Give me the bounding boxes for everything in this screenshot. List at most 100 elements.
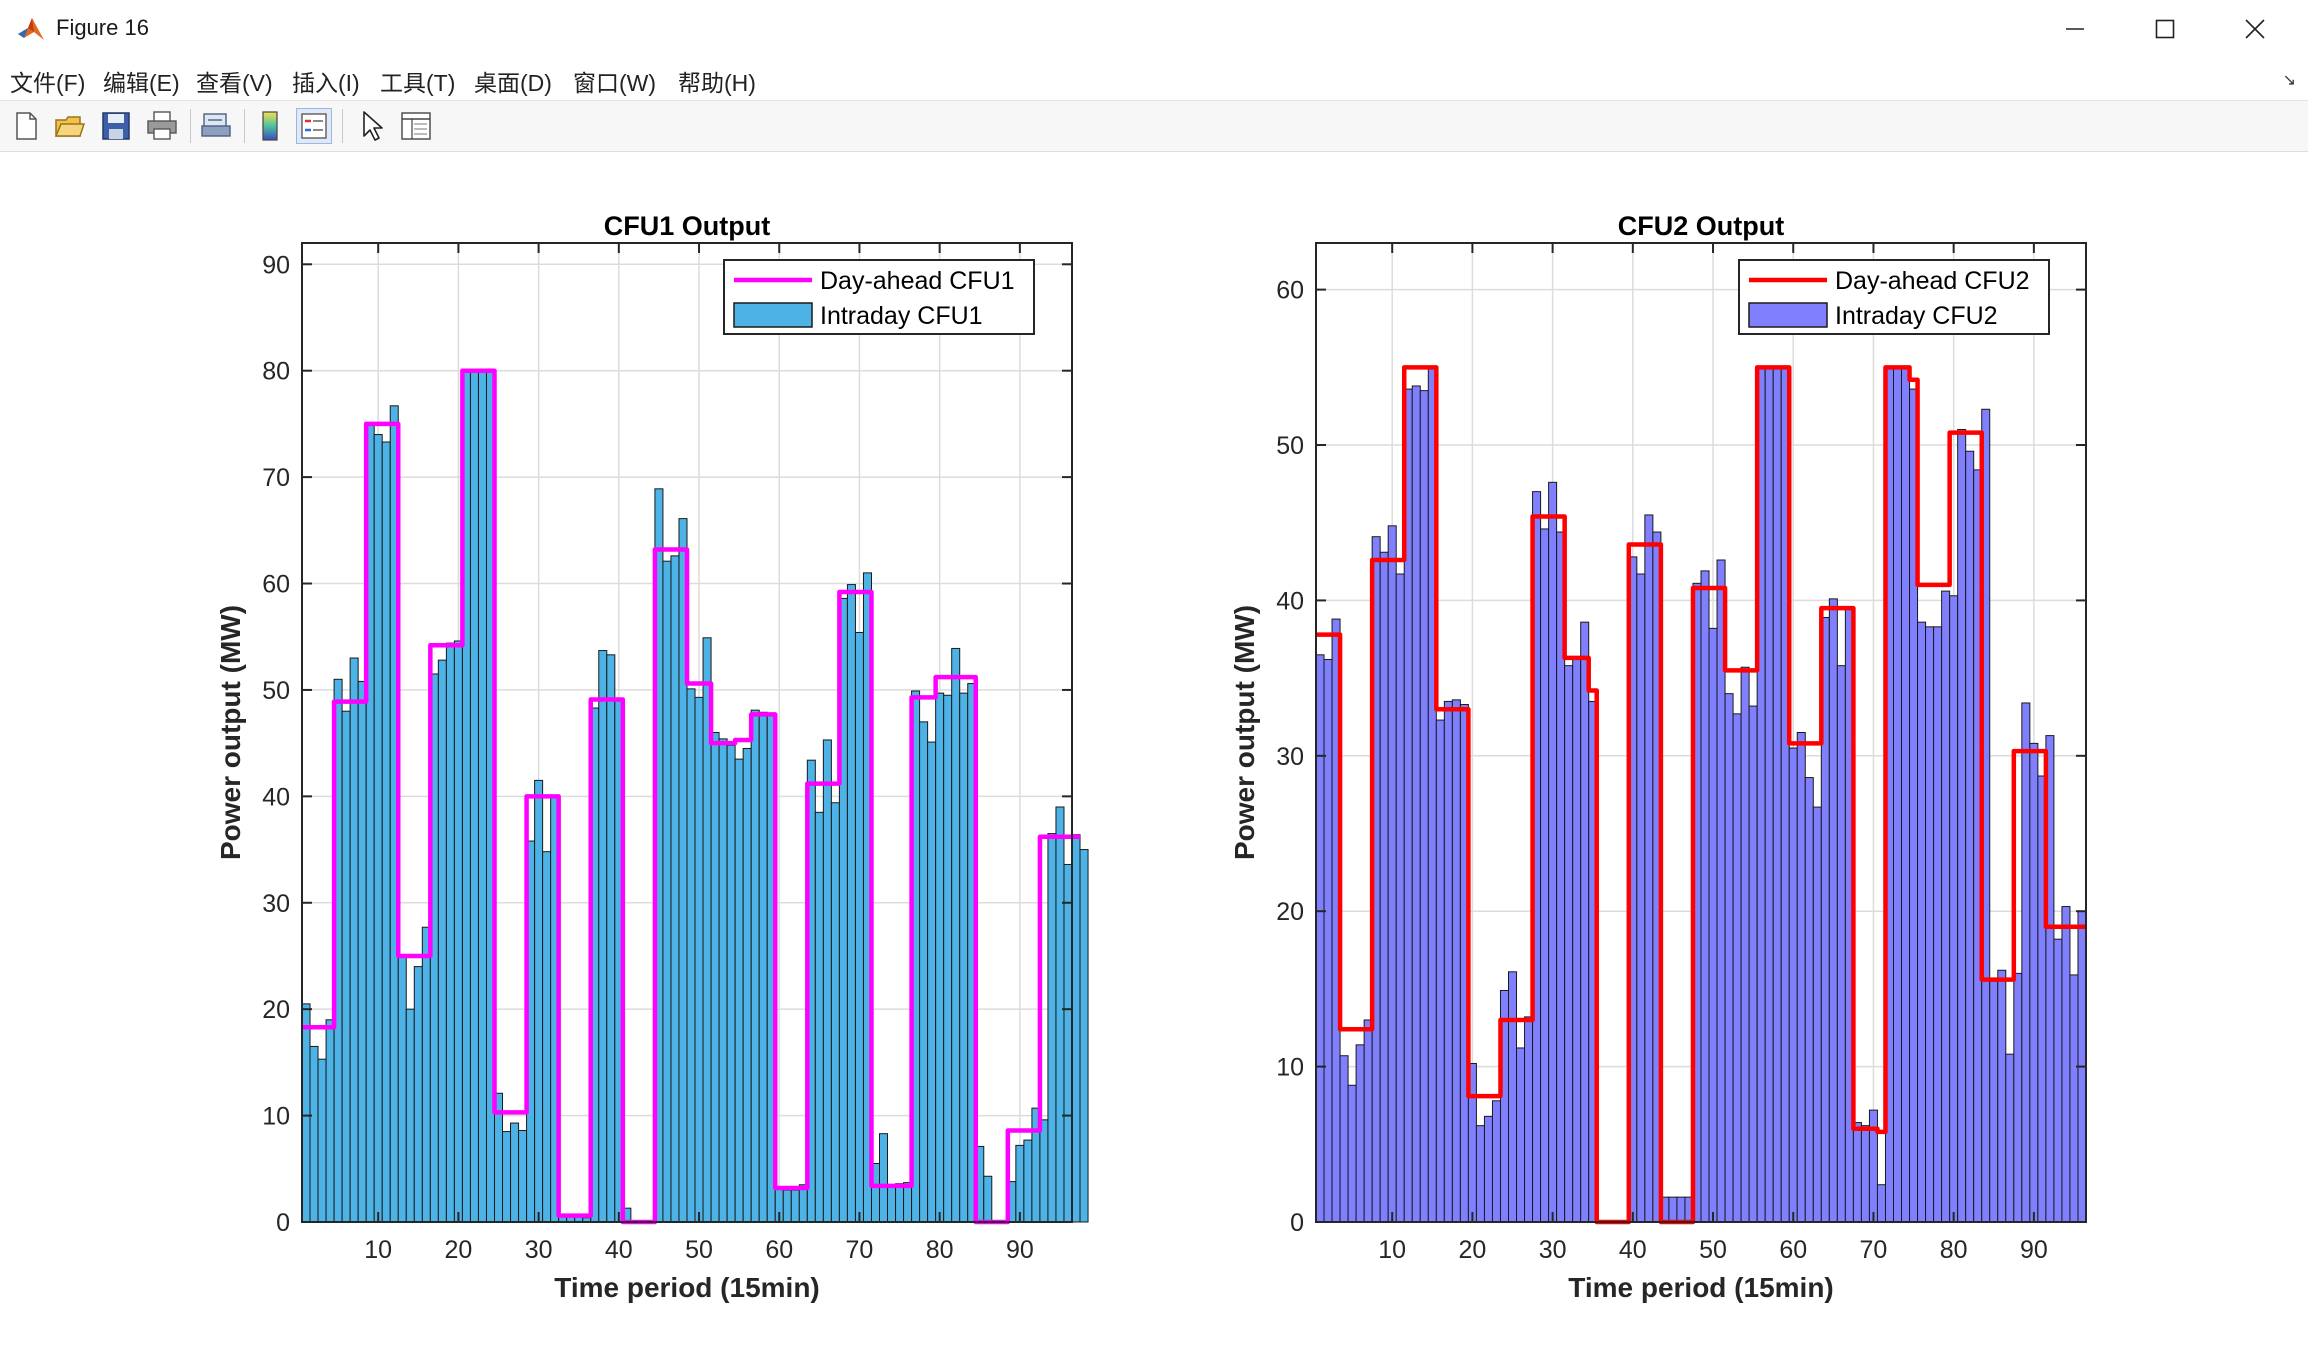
bar — [662, 560, 672, 1223]
close-button[interactable] — [2210, 0, 2300, 58]
toolbar-separator — [244, 109, 245, 143]
bar — [959, 692, 969, 1223]
y-tick-label: 40 — [1276, 587, 1304, 615]
bar — [1347, 1084, 1357, 1223]
minimize-button[interactable] — [2030, 0, 2120, 58]
bar — [814, 811, 824, 1223]
day-ahead-line — [302, 368, 1081, 1225]
bar — [1315, 654, 1325, 1223]
bar — [373, 434, 383, 1223]
bar — [1516, 1047, 1526, 1223]
bar — [1475, 1125, 1485, 1223]
bar — [1676, 1196, 1686, 1223]
bar — [542, 851, 552, 1223]
y-tick-label: 0 — [276, 1209, 290, 1237]
open-file-icon[interactable] — [52, 108, 88, 144]
bar — [846, 584, 856, 1223]
bar — [445, 642, 455, 1223]
bar — [895, 1183, 905, 1223]
bar — [710, 732, 720, 1223]
legend-bar-swatch — [1748, 302, 1828, 328]
bar — [790, 1189, 800, 1223]
legend-entry: Intraday CFU1 — [820, 302, 983, 330]
bar — [309, 1045, 319, 1223]
bar — [518, 1129, 528, 1223]
bar — [1023, 1139, 1033, 1223]
bar — [694, 696, 704, 1223]
bar — [750, 709, 760, 1223]
bar — [927, 741, 937, 1223]
bar — [1411, 385, 1421, 1223]
legend-entry: Intraday CFU2 — [1835, 302, 1998, 330]
bar — [2021, 702, 2031, 1223]
x-tick-label: 10 — [1378, 1236, 1406, 1264]
bar — [437, 659, 447, 1223]
maximize-button[interactable] — [2120, 0, 2210, 58]
bar — [1836, 665, 1846, 1223]
x-tick-label: 10 — [364, 1236, 392, 1264]
y-tick-label: 60 — [1276, 277, 1304, 305]
bar — [830, 802, 840, 1223]
property-inspector-icon[interactable] — [398, 108, 434, 144]
bar — [534, 779, 544, 1223]
bar — [742, 747, 752, 1223]
bar — [317, 1058, 327, 1223]
bar — [1379, 551, 1389, 1223]
bar — [1748, 705, 1758, 1223]
y-tick-label: 10 — [1276, 1054, 1304, 1082]
bar — [1039, 1119, 1049, 1223]
chart-title: CFU1 Output — [604, 211, 770, 241]
bar — [469, 370, 479, 1223]
pointer-icon[interactable] — [354, 108, 390, 144]
menu-view[interactable]: 查看(V) — [196, 70, 273, 96]
colorbar-icon[interactable] — [252, 108, 288, 144]
x-tick-label: 20 — [1459, 1236, 1487, 1264]
menu-desktop[interactable]: 桌面(D) — [474, 70, 552, 96]
bar — [1700, 570, 1710, 1223]
legend-entry: Day-ahead CFU1 — [820, 267, 1015, 295]
bar — [2061, 906, 2071, 1223]
matlab-logo-icon — [18, 18, 44, 40]
chart-title: CFU2 Output — [1618, 211, 1784, 241]
bar — [1724, 693, 1734, 1223]
x-tick-label: 60 — [765, 1236, 793, 1264]
dock-arrow-icon[interactable]: ↘ — [2282, 72, 2296, 89]
y-tick-label: 50 — [262, 677, 290, 705]
toolbar-separator — [342, 109, 343, 143]
bar — [798, 1184, 808, 1223]
x-tick-label: 40 — [605, 1236, 633, 1264]
bar — [1965, 450, 1975, 1223]
save-icon[interactable] — [98, 108, 134, 144]
bar — [983, 1175, 993, 1223]
bar — [935, 692, 945, 1223]
bar — [686, 688, 696, 1223]
window-titlebar: Figure 16 — [0, 0, 2308, 59]
cfu2-chart: 0 10 20 30 40 50 60 10 20 30 40 50 60 70 80 90 CFU2 Outp… — [1229, 211, 2087, 1303]
bar — [357, 680, 367, 1223]
print-icon[interactable] — [144, 108, 180, 144]
close-icon — [2245, 19, 2265, 39]
y-tick-label: 50 — [1276, 432, 1304, 460]
bar — [1901, 366, 1911, 1223]
legend-bar-swatch — [733, 302, 813, 328]
menu-edit[interactable]: 编辑(E) — [103, 70, 180, 96]
maximize-icon — [2155, 19, 2175, 39]
toolbar-separator — [190, 109, 191, 143]
bar — [1812, 806, 1822, 1223]
menu-tools[interactable]: 工具(T) — [380, 70, 456, 96]
bar — [397, 955, 407, 1223]
menu-file[interactable]: 文件(F) — [10, 70, 86, 96]
legend-icon[interactable] — [296, 108, 332, 144]
x-tick-label: 60 — [1779, 1236, 1807, 1264]
y-tick-label: 30 — [1276, 743, 1304, 771]
bar — [1572, 658, 1582, 1223]
menu-insert[interactable]: 插入(I) — [292, 70, 360, 96]
menu-window[interactable]: 窗口(W) — [573, 70, 657, 96]
bar — [1055, 806, 1065, 1223]
print-preview-icon[interactable] — [198, 108, 234, 144]
x-tick-label: 40 — [1619, 1236, 1647, 1264]
new-figure-icon[interactable] — [8, 108, 44, 144]
bar — [1764, 366, 1774, 1223]
bar — [1644, 514, 1654, 1223]
menu-help[interactable]: 帮助(H) — [678, 70, 756, 96]
